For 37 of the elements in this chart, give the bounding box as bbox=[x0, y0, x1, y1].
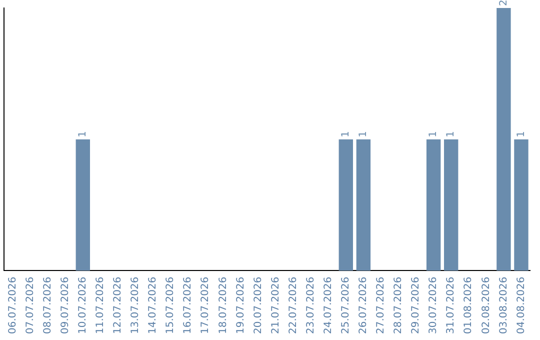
data-label: 1 bbox=[358, 130, 370, 138]
x-tick-label: 20.07.2026 bbox=[252, 276, 264, 334]
x-tick-label: 23.07.2026 bbox=[305, 276, 316, 334]
x-tick-label: 21.07.2026 bbox=[270, 276, 282, 334]
x-tick-label: 18.07.2026 bbox=[218, 276, 229, 334]
x-tick-label: 03.08.2026 bbox=[498, 276, 510, 334]
x-tick-label: 27.07.2026 bbox=[376, 276, 387, 334]
x-tick-label: 04.08.2026 bbox=[516, 276, 527, 334]
x-tick-label: 16.07.2026 bbox=[182, 276, 194, 334]
x-tick-label: 26.07.2026 bbox=[358, 276, 370, 334]
x-tick-label: 30.07.2026 bbox=[428, 276, 440, 334]
x-tick-label: 12.07.2026 bbox=[112, 276, 124, 334]
x-tick-label: 31.07.2026 bbox=[446, 276, 457, 334]
x-tick-label: 06.07.2026 bbox=[7, 276, 18, 334]
x-tick-label: 14.07.2026 bbox=[148, 276, 159, 334]
x-tick-label: 17.07.2026 bbox=[200, 276, 212, 334]
x-tick-label: 11.07.2026 bbox=[95, 276, 106, 334]
x-tick-label: 29.07.2026 bbox=[410, 276, 422, 334]
x-tick-label: 22.07.2026 bbox=[288, 276, 299, 334]
data-label: 1 bbox=[77, 130, 88, 138]
x-tick-label: 10.07.2026 bbox=[77, 276, 88, 334]
data-label: 1 bbox=[340, 130, 352, 138]
x-tick-label: 24.07.2026 bbox=[322, 276, 334, 334]
x-tick-label: 08.07.2026 bbox=[42, 276, 54, 334]
x-tick-label: 13.07.2026 bbox=[130, 276, 142, 334]
x-tick-label: 01.08.2026 bbox=[463, 276, 474, 334]
x-tick-label: 19.07.2026 bbox=[235, 276, 246, 334]
x-tick-label: 02.08.2026 bbox=[480, 276, 492, 334]
data-label: 2 bbox=[498, 0, 510, 6]
x-tick-label: 09.07.2026 bbox=[60, 276, 71, 334]
data-label: 1 bbox=[446, 130, 457, 138]
x-tick-label: 15.07.2026 bbox=[165, 276, 176, 334]
x-tick-label: 28.07.2026 bbox=[393, 276, 404, 334]
data-label: 1 bbox=[428, 130, 440, 138]
x-tick-label: 07.07.2026 bbox=[24, 276, 36, 334]
x-tick-label: 25.07.2026 bbox=[340, 276, 352, 334]
data-label: 1 bbox=[516, 130, 527, 138]
